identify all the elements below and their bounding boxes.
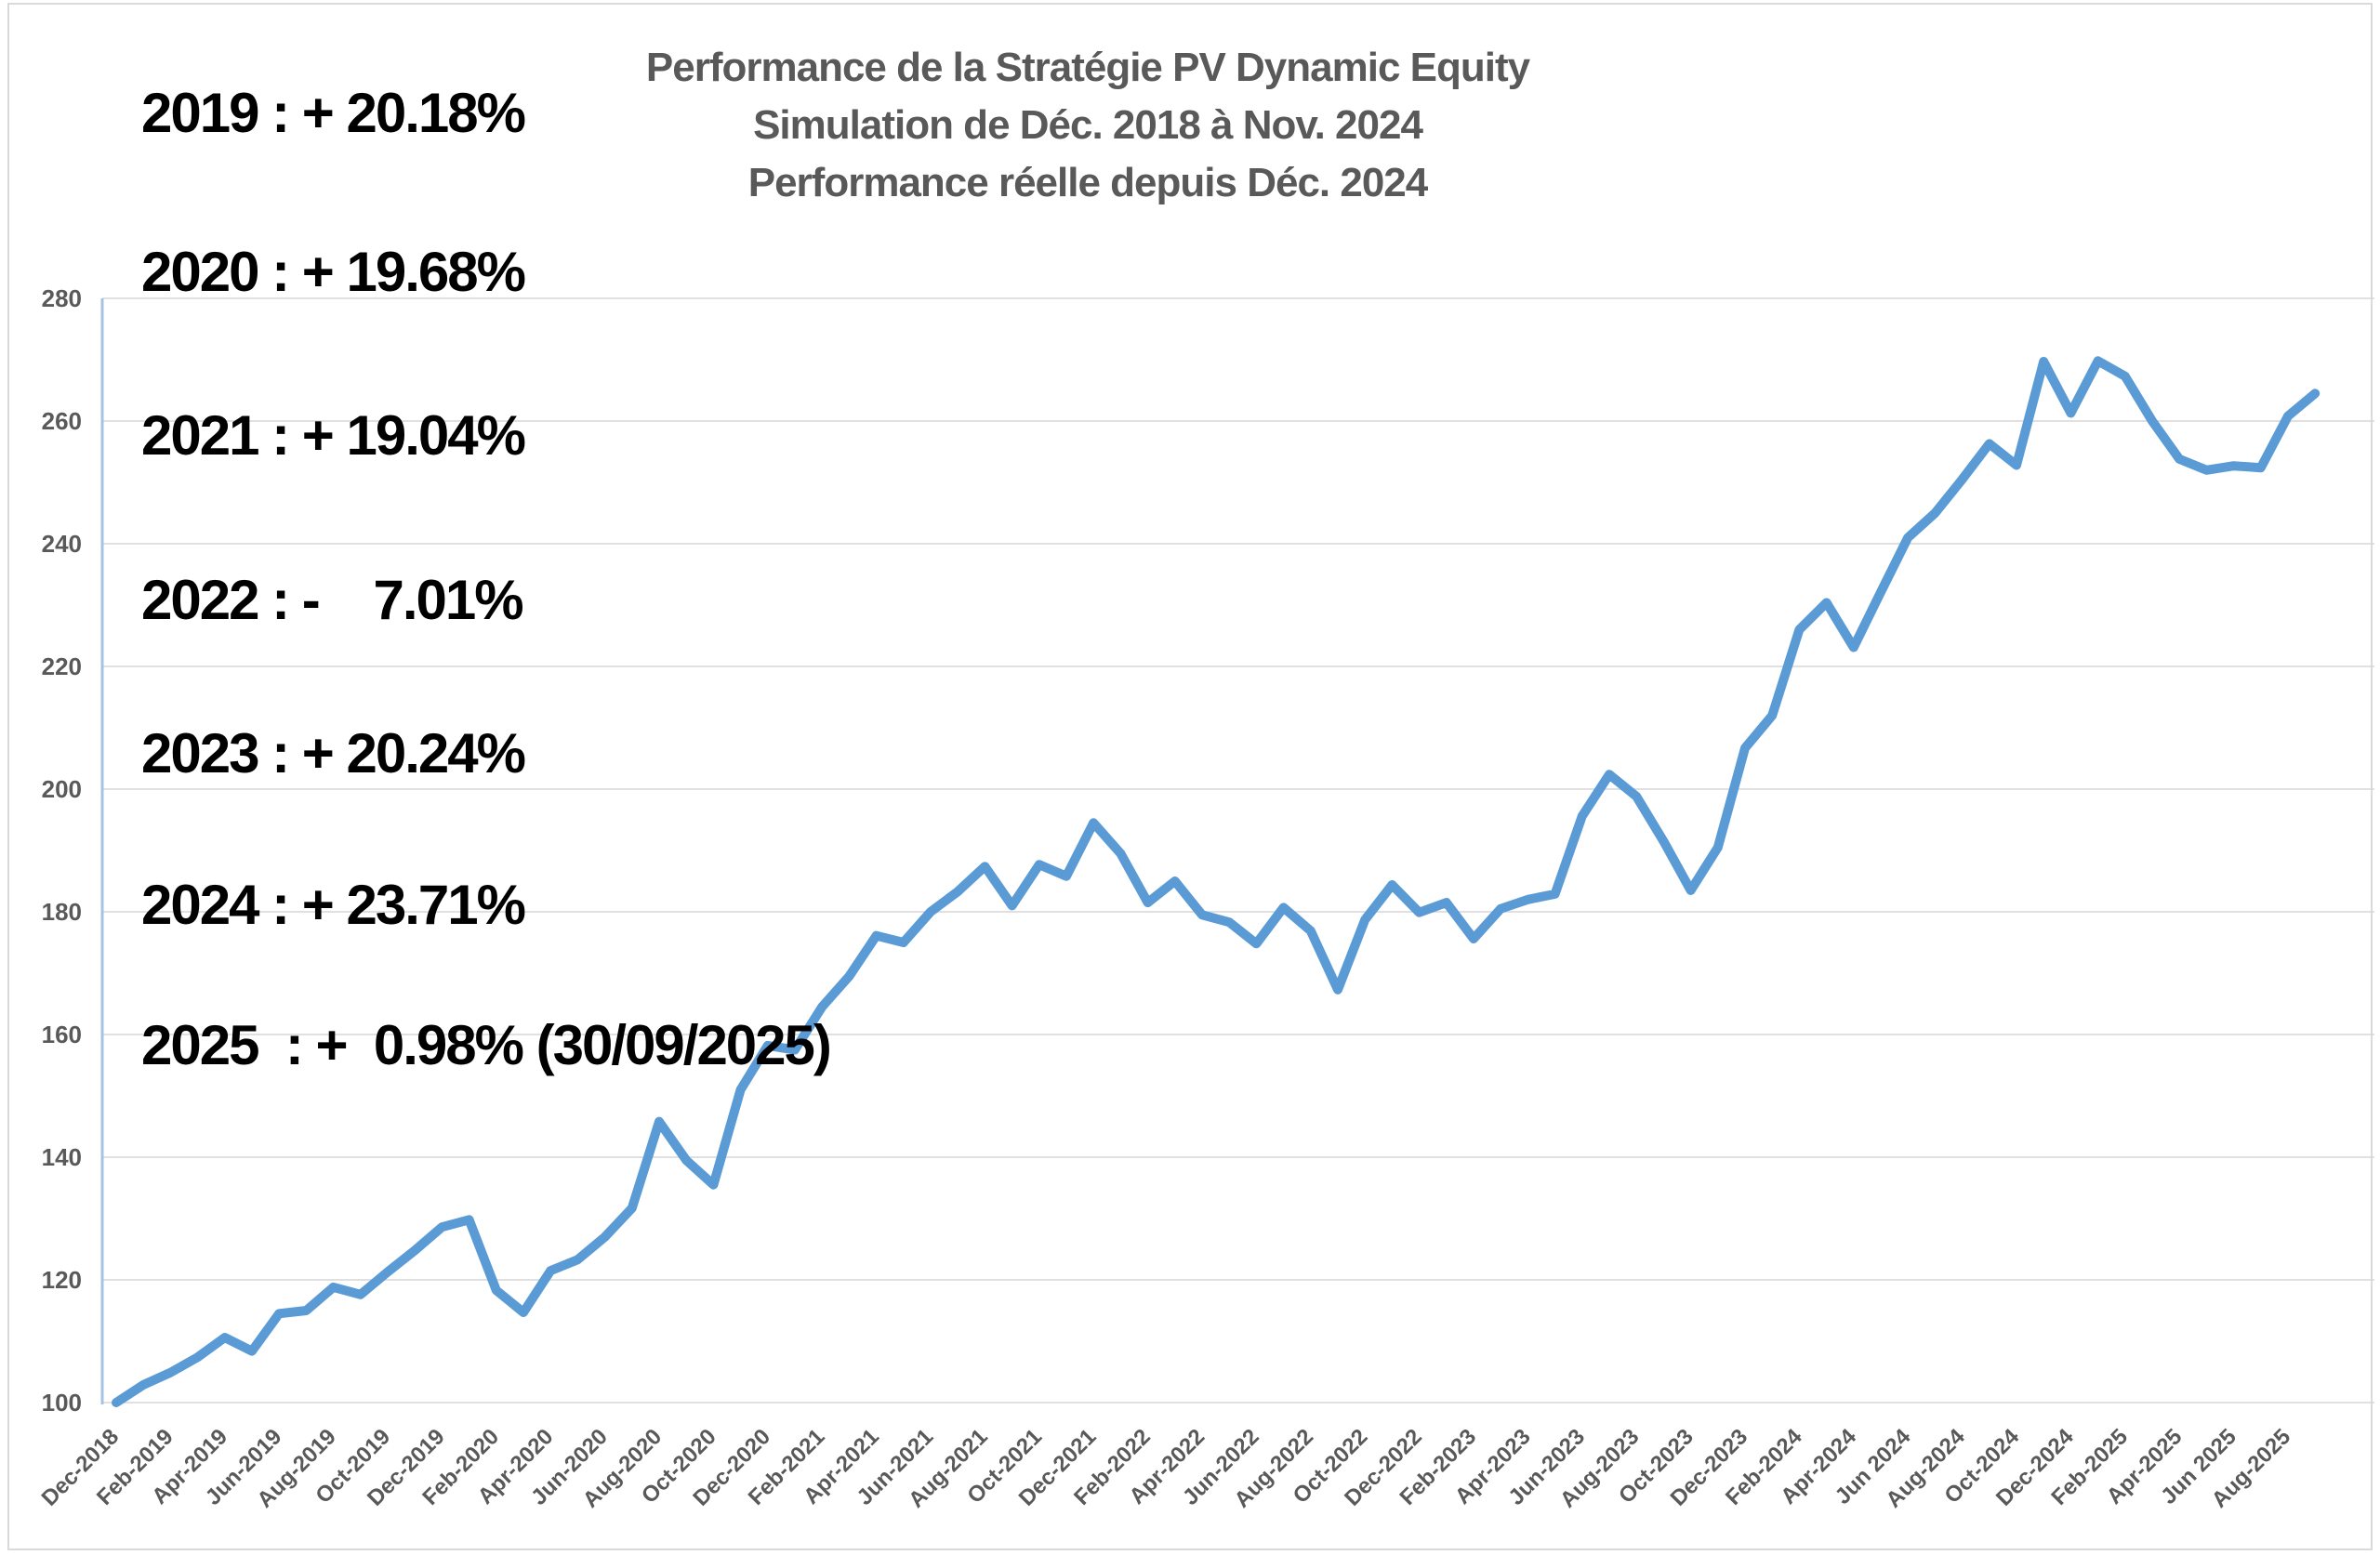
annotation-2019-return: 2019 : + 20.18% xyxy=(141,82,526,144)
annotation-2021-return: 2021 : + 19.04% xyxy=(141,404,526,467)
y-tick-label-220: 220 xyxy=(42,652,82,680)
y-tick-label-260: 260 xyxy=(42,407,82,435)
chart-title-line2: Simulation de Déc. 2018 à Nov. 2024 xyxy=(753,102,1423,148)
performance-series-line xyxy=(112,356,2320,1407)
chart-frame-border xyxy=(7,3,2373,1550)
chart-title-line3: Performance réelle depuis Déc. 2024 xyxy=(747,160,1429,205)
chart-title: Performance de la Stratégie PV Dynamic E… xyxy=(595,39,1580,212)
y-tick-label-140: 140 xyxy=(42,1143,82,1171)
y-tick-label-200: 200 xyxy=(42,775,82,803)
annotation-2023-return: 2023 : + 20.24% xyxy=(141,722,526,784)
annotation-2025-return: 2025 : + 0.98% (30/09/2025) xyxy=(141,1014,832,1076)
annotation-2022-return: 2022 : - 7.01% xyxy=(141,569,524,631)
y-tick-label-180: 180 xyxy=(42,898,82,926)
y-tick-label-100: 100 xyxy=(42,1389,82,1417)
y-tick-label-240: 240 xyxy=(42,530,82,558)
y-tick-label-120: 120 xyxy=(42,1266,82,1294)
y-tick-label-280: 280 xyxy=(42,284,82,312)
annotation-2020-return: 2020 : + 19.68% xyxy=(141,241,526,303)
annotation-2024-return: 2024 : + 23.71% xyxy=(141,874,526,936)
y-tick-label-160: 160 xyxy=(42,1021,82,1048)
chart-title-line1: Performance de la Stratégie PV Dynamic E… xyxy=(645,45,1530,90)
